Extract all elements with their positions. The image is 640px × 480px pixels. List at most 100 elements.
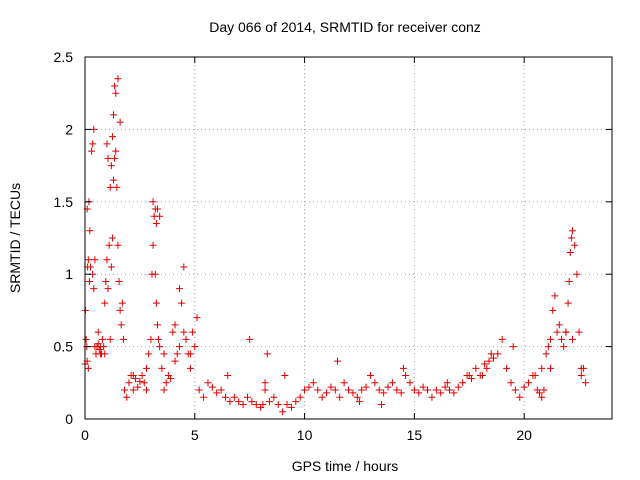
data-point xyxy=(487,350,495,358)
y-tick-label: 1 xyxy=(65,266,73,282)
data-point xyxy=(112,89,120,97)
data-point xyxy=(235,398,243,406)
data-point xyxy=(178,299,186,307)
data-point xyxy=(538,393,546,401)
data-point xyxy=(555,321,563,329)
axis-ticks: 0 5 10 15 20 0 0.5 1 1.5 2 2.5 xyxy=(54,49,612,443)
data-point xyxy=(145,350,153,358)
data-point xyxy=(340,379,348,387)
data-point xyxy=(171,321,179,329)
data-point xyxy=(106,183,114,191)
plot-frame xyxy=(84,56,613,420)
data-point xyxy=(437,389,445,397)
data-point xyxy=(111,154,119,162)
data-point xyxy=(103,140,111,148)
data-point xyxy=(108,133,116,141)
data-point xyxy=(116,306,124,314)
y-axis-label: SRMTID / TECUs xyxy=(7,183,23,293)
data-point xyxy=(309,379,317,387)
data-point xyxy=(243,393,251,401)
data-point xyxy=(399,364,407,372)
data-point xyxy=(397,389,405,397)
data-point xyxy=(375,386,383,394)
data-point xyxy=(129,386,137,394)
data-point xyxy=(119,335,127,343)
data-point xyxy=(105,241,113,249)
data-point xyxy=(224,372,232,380)
data-point xyxy=(582,379,590,387)
data-point xyxy=(542,350,550,358)
data-point xyxy=(99,335,107,343)
data-point xyxy=(84,256,92,264)
data-points xyxy=(81,75,590,416)
data-point xyxy=(509,343,517,351)
data-point xyxy=(305,383,313,391)
data-point xyxy=(544,343,552,351)
data-point xyxy=(263,350,271,358)
data-point xyxy=(149,198,157,206)
data-point xyxy=(160,386,168,394)
data-point xyxy=(191,343,199,351)
data-point xyxy=(568,335,576,343)
data-point xyxy=(153,205,161,213)
data-point xyxy=(155,335,163,343)
data-point xyxy=(222,393,230,401)
data-point xyxy=(125,379,133,387)
data-point xyxy=(110,111,118,119)
data-point xyxy=(557,335,565,343)
data-point xyxy=(217,386,225,394)
data-point xyxy=(459,379,467,387)
data-point xyxy=(415,389,423,397)
data-point xyxy=(186,364,194,372)
data-point xyxy=(152,220,160,228)
data-point xyxy=(334,357,342,365)
data-point xyxy=(393,386,401,394)
data-point xyxy=(323,389,331,397)
data-point xyxy=(180,263,188,271)
data-point xyxy=(204,379,212,387)
x-tick-label: 0 xyxy=(81,427,89,443)
data-point xyxy=(113,183,121,191)
data-point xyxy=(483,364,491,372)
data-point xyxy=(108,234,116,242)
data-point xyxy=(564,299,572,307)
data-point xyxy=(538,364,546,372)
data-point xyxy=(279,408,287,416)
data-point xyxy=(454,383,462,391)
data-point xyxy=(82,335,90,343)
data-point xyxy=(160,350,168,358)
data-point xyxy=(261,379,269,387)
data-point xyxy=(142,386,150,394)
data-point xyxy=(142,364,150,372)
data-point xyxy=(239,401,247,409)
data-point xyxy=(138,372,146,380)
data-point xyxy=(193,314,201,322)
data-point xyxy=(140,379,148,387)
data-point xyxy=(481,360,489,368)
data-point xyxy=(349,389,357,397)
data-point xyxy=(274,401,282,409)
data-point xyxy=(114,75,122,83)
data-point xyxy=(511,386,519,394)
data-point xyxy=(169,328,177,336)
data-point xyxy=(123,393,131,401)
data-point xyxy=(252,401,260,409)
data-point xyxy=(450,389,458,397)
data-point xyxy=(516,393,524,401)
data-point xyxy=(226,398,234,406)
data-point xyxy=(318,393,326,401)
data-point xyxy=(96,350,104,358)
data-point xyxy=(377,401,385,409)
data-point xyxy=(478,372,486,380)
grid-lines xyxy=(85,57,612,419)
data-point xyxy=(485,357,493,365)
data-point xyxy=(115,277,123,285)
data-point xyxy=(336,393,344,401)
data-point xyxy=(446,386,454,394)
data-point xyxy=(110,176,118,184)
data-point xyxy=(129,372,137,380)
data-point xyxy=(106,335,114,343)
data-point xyxy=(419,383,427,391)
y-tick-label: 0.5 xyxy=(54,339,74,355)
data-point xyxy=(443,379,451,387)
